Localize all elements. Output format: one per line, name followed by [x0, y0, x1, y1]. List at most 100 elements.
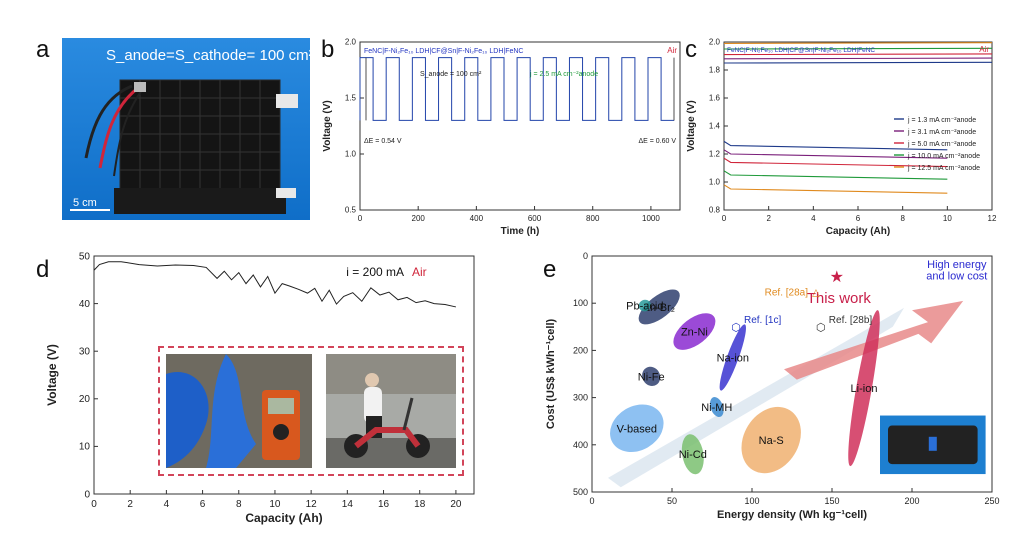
- chart-b-cell-label: FeNC|F-Ni₂Fe₁₀ LDH|CF@Sn|F-Ni₂Fe₁₀ LDH|F…: [364, 48, 523, 55]
- discharge-line: [723, 184, 948, 194]
- y-tick-label: 30: [79, 347, 91, 358]
- y-tick-label: 0.8: [709, 206, 721, 215]
- y-tick-label: 300: [573, 393, 588, 403]
- battery-pack-label: [928, 436, 937, 451]
- charge-line: [723, 57, 993, 60]
- x-tick-label: 8: [900, 214, 905, 223]
- tech-label: Zn-Br₂: [643, 302, 675, 314]
- y-tick-label: 1.8: [709, 66, 721, 75]
- y-axis-title: Voltage (V): [45, 344, 59, 406]
- x-tick-label: 100: [744, 496, 759, 506]
- point-label: Ref. [1c]: [744, 315, 781, 326]
- x-tick-label: 0: [722, 214, 727, 223]
- battery-photo: 5 cm S_anode=S_cathode= 100 cm²: [62, 38, 310, 220]
- legend-entry: j = 12.5 mA cm⁻²anode: [907, 165, 980, 172]
- tech-region: [642, 366, 661, 386]
- x-tick-label: 50: [667, 496, 677, 506]
- chart-d-air-label: Air: [412, 265, 427, 279]
- charge-line: [723, 61, 993, 64]
- chart-b-air-label: Air: [667, 46, 677, 55]
- x-tick-label: 800: [586, 214, 600, 223]
- charge-line: [723, 47, 993, 50]
- y-tick-label: 1.0: [345, 150, 357, 159]
- tech-region: [710, 397, 724, 418]
- y-tick-label: 200: [573, 345, 588, 355]
- y-tick-label: 50: [79, 251, 91, 262]
- chart-d: 0 2 4 6 8 10 12 14 16 18 20 0 10 20 30 40 50 Capacity (Ah…: [45, 251, 475, 525]
- arrow-label-line2: and low cost: [926, 271, 987, 283]
- panel-letter-c: c: [685, 36, 697, 63]
- battery-pack-photo: [880, 415, 986, 475]
- y-tick-label: 40: [79, 299, 91, 310]
- plot-frame: [591, 255, 993, 493]
- voltage-capacity-line: [93, 261, 457, 308]
- x-tick-label: 14: [342, 499, 354, 510]
- panel-letter-e: e: [543, 256, 557, 283]
- x-axis-title: Capacity (Ah): [245, 511, 322, 525]
- legend-entry: j = 10.0 mA cm⁻²anode: [907, 153, 980, 160]
- chart-c-air-label: Air: [979, 45, 989, 54]
- tech-label: Zn-Ni: [681, 327, 708, 339]
- y-axis-title: Voltage (V): [686, 100, 697, 151]
- point-label: Ref. [28a]: [765, 287, 809, 298]
- y-tick-label: 1.4: [709, 122, 721, 131]
- tech-region: [638, 299, 651, 312]
- tech-region: [719, 324, 746, 391]
- x-tick-label: 250: [984, 496, 999, 506]
- panel-letter-b: b: [321, 36, 335, 63]
- x-tick-label: 2: [127, 499, 133, 510]
- chart-b: 0 200 400 600 800 1000 0.5 1.0 1.5 2.0 Time (h) Vol…: [322, 38, 681, 237]
- y-tick-label: 1.2: [709, 150, 721, 159]
- y-tick-label: 1.6: [709, 94, 721, 103]
- x-tick-label: 200: [904, 496, 919, 506]
- x-tick-label: 8: [236, 499, 242, 510]
- x-tick-label: 16: [378, 499, 390, 510]
- plot-frame: [723, 41, 993, 211]
- panel-letter-a: a: [36, 36, 50, 63]
- point-marker: ⬡: [731, 322, 741, 334]
- y-tick-label: 20: [79, 394, 91, 405]
- discharge-line: [723, 140, 948, 151]
- point-label: Ref. [28b]: [829, 315, 873, 326]
- chart-b-dE-end: ΔE = 0.60 V: [638, 138, 676, 145]
- tech-region: [741, 406, 801, 474]
- x-tick-label: 12: [306, 499, 318, 510]
- x-tick-label: 0: [589, 496, 594, 506]
- chart-b-dE-start: ΔE = 0.54 V: [364, 138, 402, 145]
- y-tick-label: 100: [573, 298, 588, 308]
- x-tick-label: 6: [200, 499, 206, 510]
- y-tick-label: 10: [79, 442, 91, 453]
- y-tick-label: 1.5: [345, 94, 357, 103]
- x-axis-title: Energy density (Wh kg⁻¹cell): [717, 509, 867, 521]
- discharge-line: [723, 170, 948, 180]
- x-tick-label: 600: [528, 214, 542, 223]
- tech-label: Ni-Cd: [679, 449, 707, 461]
- y-tick-label: 400: [573, 440, 588, 450]
- multimeter-photo: [166, 354, 312, 468]
- y-axis-title: Cost (US$ kWh⁻¹cell): [545, 319, 557, 430]
- area-label: S_anode=S_cathode= 100 cm²: [106, 47, 310, 64]
- x-tick-label: 400: [470, 214, 484, 223]
- x-tick-label: 6: [856, 214, 861, 223]
- tech-label: Na-S: [759, 435, 784, 447]
- point-marker: △: [812, 287, 820, 298]
- x-tick-label: 0: [91, 499, 97, 510]
- y-tick-label: 0.5: [345, 206, 357, 215]
- tech-label: Li-ion: [851, 383, 878, 395]
- chart-c-cell-label: FeNC|F-Ni₂Fe₁₀ LDH|CF@Sn|F-Ni₂Fe₁₀ LDH|F…: [727, 47, 875, 54]
- legend-entry: j = 1.3 mA cm⁻²anode: [907, 117, 976, 124]
- y-axis-title: Voltage (V): [322, 100, 333, 151]
- x-tick-label: 2: [766, 214, 771, 223]
- trend-band: [608, 307, 904, 488]
- panel-letter-d: d: [36, 256, 50, 283]
- plot-frame: [93, 255, 475, 495]
- y-tick-label: 500: [573, 487, 588, 497]
- scooter-photo: [326, 354, 456, 468]
- legend-entry: j = 3.1 mA cm⁻²anode: [907, 129, 976, 136]
- tech-region: [610, 404, 664, 453]
- tech-region: [638, 289, 680, 325]
- chart-e: 0 50 100 150 200 250 0 100 200 300 400 500 Energy de…: [545, 251, 1000, 521]
- voltage-profile-line: [359, 57, 675, 121]
- scale-bar-label: 5 cm: [73, 197, 97, 209]
- y-tick-label: 0: [84, 489, 90, 500]
